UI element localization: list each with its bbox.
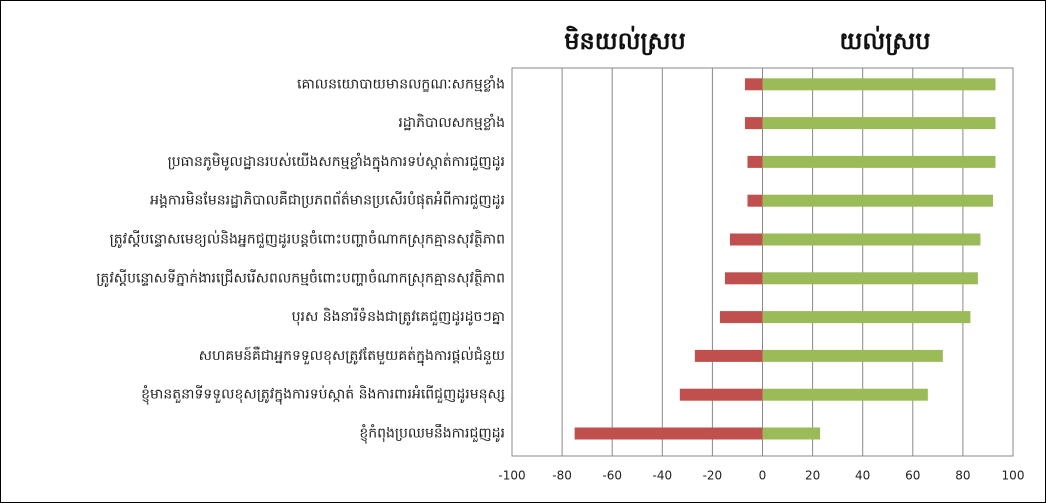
y-tick-label: ខ្ញុំកំពុងប្រឈមនឹងការជួញដូរ: [359, 423, 505, 444]
y-tick-label: អង្គការមិនមែនរដ្ឋាភិបាលគឺជាប្រភពព័ត៌មានប…: [150, 191, 505, 210]
bar: [762, 311, 971, 324]
bar: [694, 349, 763, 362]
x-tick-label: -60: [602, 469, 622, 483]
y-tick-label: ប្រធានភូមិមូលដ្ឋានរបស់យើងសកម្មខ្លាំងក្នុ…: [168, 152, 505, 173]
x-tick-label: -100: [498, 469, 525, 483]
bar: [744, 78, 763, 91]
y-tick-label: រដ្ឋាភិបាលសកម្មខ្លាំង: [398, 113, 505, 131]
x-tick-label: 40: [855, 469, 870, 483]
x-tick-label: 20: [805, 469, 820, 483]
legend-header: មិនយល់ស្រប: [564, 25, 685, 56]
bar: [762, 349, 943, 362]
bar: [747, 194, 763, 207]
bar: [719, 311, 763, 324]
x-tick-label: 80: [955, 469, 970, 483]
legend-header: យល់ស្រប: [840, 25, 931, 56]
x-tick-label: 0: [759, 469, 767, 483]
x-tick-label: -20: [703, 469, 723, 483]
bar: [747, 155, 763, 168]
bar: [724, 272, 763, 285]
bar: [762, 117, 996, 130]
y-tick-label: ខ្ញុំមានតួនាទីទទួលខុសត្រូវក្នុងការទប់ស្ក…: [141, 385, 505, 406]
y-tick-label: បុរស និងនារីទំនងជាត្រូវគេជួញដូរដូចៗគ្នា: [292, 307, 505, 326]
bar: [762, 272, 978, 285]
y-tick-label: ត្រូវស្តីបន្ទោសមេខ្យល់និងអ្នកជួញដូរបន្តច…: [110, 229, 505, 248]
bar: [762, 155, 996, 168]
bar: [679, 388, 763, 401]
bar: [744, 117, 763, 130]
bar: [762, 233, 981, 246]
y-tick-label: គោលនយោបាយមានលក្ខណៈសកម្មខ្លាំង: [297, 74, 505, 92]
bar: [729, 233, 763, 246]
bar: [762, 388, 928, 401]
x-tick-label: -40: [652, 469, 672, 483]
x-tick-label: 100: [1002, 469, 1025, 483]
bar: [762, 194, 993, 207]
bar: [762, 78, 996, 91]
y-tick-label: ត្រូវស្តីបន្ទោសទីភ្នាក់ងារជ្រើសរើសពលកម្ម…: [96, 268, 505, 287]
bar: [574, 427, 763, 440]
x-tick-label: 60: [905, 469, 920, 483]
bar: [762, 427, 821, 440]
y-tick-label: សហគមន៍គឺជាអ្នកទទួលខុសត្រូវតែមួយគត់ក្នុងក…: [199, 346, 505, 367]
x-tick-label: -80: [552, 469, 572, 483]
